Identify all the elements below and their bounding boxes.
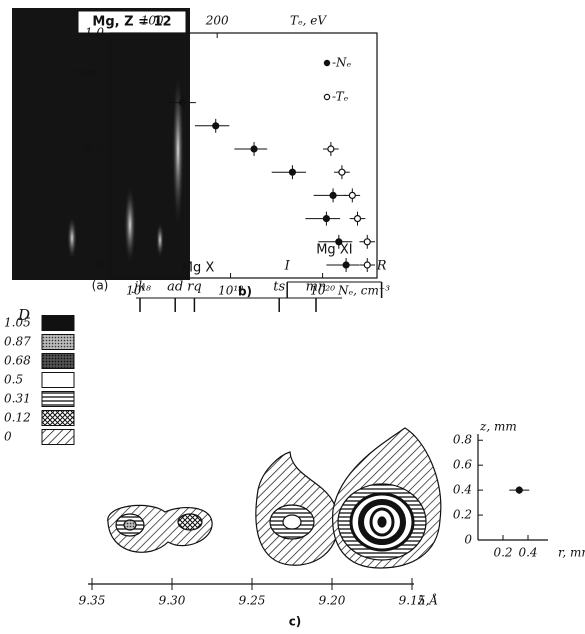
data-point bbox=[335, 238, 343, 246]
contour bbox=[282, 514, 302, 530]
y-axis-label: z, mm bbox=[479, 420, 517, 434]
x-tick-label: 10²⁰ bbox=[310, 284, 335, 298]
data-point bbox=[363, 238, 371, 246]
x-axis-label: Nₑ, cm⁻³ bbox=[337, 284, 390, 298]
data-point bbox=[327, 145, 335, 153]
y-tick-label: 1.0 bbox=[85, 26, 104, 40]
legend-marker bbox=[323, 59, 331, 67]
colorbar-level-label: 0.87 bbox=[4, 335, 31, 349]
group-label: Mg XI bbox=[316, 243, 352, 258]
data-point bbox=[250, 145, 258, 153]
panel-label: b) bbox=[238, 285, 252, 299]
data-point bbox=[342, 261, 350, 269]
x2-axis-label: Tₑ, eV bbox=[290, 14, 327, 28]
x-tick-label: 10¹⁸ bbox=[126, 284, 151, 298]
x-tick-label: 0.2 bbox=[493, 546, 512, 560]
line-label: R bbox=[376, 259, 387, 274]
colorbar-level-label: 0.31 bbox=[4, 392, 31, 406]
data-point bbox=[288, 168, 297, 176]
streak bbox=[172, 70, 184, 230]
legend-marker bbox=[323, 93, 331, 101]
x2-tick-label: 100 bbox=[141, 14, 164, 28]
group-label: Mg X bbox=[182, 261, 215, 276]
line-label: rq bbox=[187, 280, 202, 295]
y-tick-label: 0 bbox=[464, 533, 472, 547]
data-point bbox=[329, 191, 337, 200]
x-axis-label: λ,Å bbox=[417, 593, 438, 608]
colorbar-label: D bbox=[17, 306, 30, 324]
data-point bbox=[353, 215, 362, 223]
plot-frame bbox=[109, 32, 378, 279]
y-axis-label: r,mm bbox=[67, 66, 98, 80]
y-tick-label: 0.6 bbox=[453, 458, 472, 472]
panel-title: Mg, Z = 12 bbox=[92, 15, 171, 30]
x-tick-label: 9.35 bbox=[79, 594, 106, 608]
contour bbox=[377, 516, 387, 528]
y-tick-label: 0.4 bbox=[453, 483, 472, 497]
x-tick-label: 9.20 bbox=[319, 594, 346, 608]
data-point bbox=[212, 122, 220, 130]
data-point bbox=[322, 215, 331, 223]
streak bbox=[67, 216, 77, 260]
x-tick-label: 0.4 bbox=[518, 546, 537, 560]
x-tick-label: 9.30 bbox=[159, 594, 186, 608]
x-tick-label: 10¹⁹ bbox=[218, 284, 243, 298]
contours bbox=[107, 427, 442, 569]
label-bg bbox=[85, 280, 115, 292]
colorbar-swatch bbox=[41, 353, 75, 369]
legend-label: -Nₑ bbox=[332, 56, 352, 70]
y-tick-label: 0.8 bbox=[453, 433, 472, 447]
colorbar-level-label: 0.5 bbox=[4, 373, 23, 387]
y-tick-label: 0.2 bbox=[453, 508, 472, 522]
colorbar-level-label: 0.12 bbox=[4, 411, 31, 425]
panel-label: (a) bbox=[92, 279, 109, 293]
x2-tick-label: 200 bbox=[205, 14, 229, 28]
streak bbox=[156, 222, 164, 258]
colorbar-swatch bbox=[41, 429, 75, 445]
line-label: mn bbox=[306, 280, 327, 295]
data-point bbox=[338, 168, 346, 176]
line-label: ad bbox=[167, 280, 183, 295]
line-label: ts bbox=[273, 280, 285, 295]
legend-label: -Tₑ bbox=[332, 90, 349, 104]
x-tick-label: 9.25 bbox=[239, 594, 266, 608]
y-tick-label: 0.5 bbox=[85, 142, 104, 156]
colorbar-swatch bbox=[41, 410, 75, 426]
colorbar-level-label: 0.68 bbox=[4, 354, 31, 368]
data-point bbox=[178, 99, 187, 107]
streak bbox=[124, 185, 136, 265]
colorbar-swatch bbox=[41, 334, 75, 350]
x-axis-label: r, mm bbox=[558, 546, 585, 560]
colorbar-swatch bbox=[41, 391, 75, 407]
line-label: jk bbox=[131, 280, 146, 295]
panel-label: c) bbox=[289, 615, 302, 629]
colorbar-swatch bbox=[41, 315, 75, 331]
colorbar-level-label: 0 bbox=[4, 430, 12, 444]
y-tick-label: 0 bbox=[96, 258, 104, 272]
line-label: I bbox=[284, 259, 291, 274]
data-point bbox=[515, 486, 523, 494]
contour bbox=[123, 519, 137, 531]
contour bbox=[177, 513, 203, 531]
colorbar-swatch bbox=[41, 372, 75, 388]
data-point bbox=[348, 191, 356, 200]
colorbar-level-label: 1.05 bbox=[4, 316, 31, 330]
data-point bbox=[363, 261, 371, 269]
x-tick-label: 9.15 bbox=[399, 594, 426, 608]
